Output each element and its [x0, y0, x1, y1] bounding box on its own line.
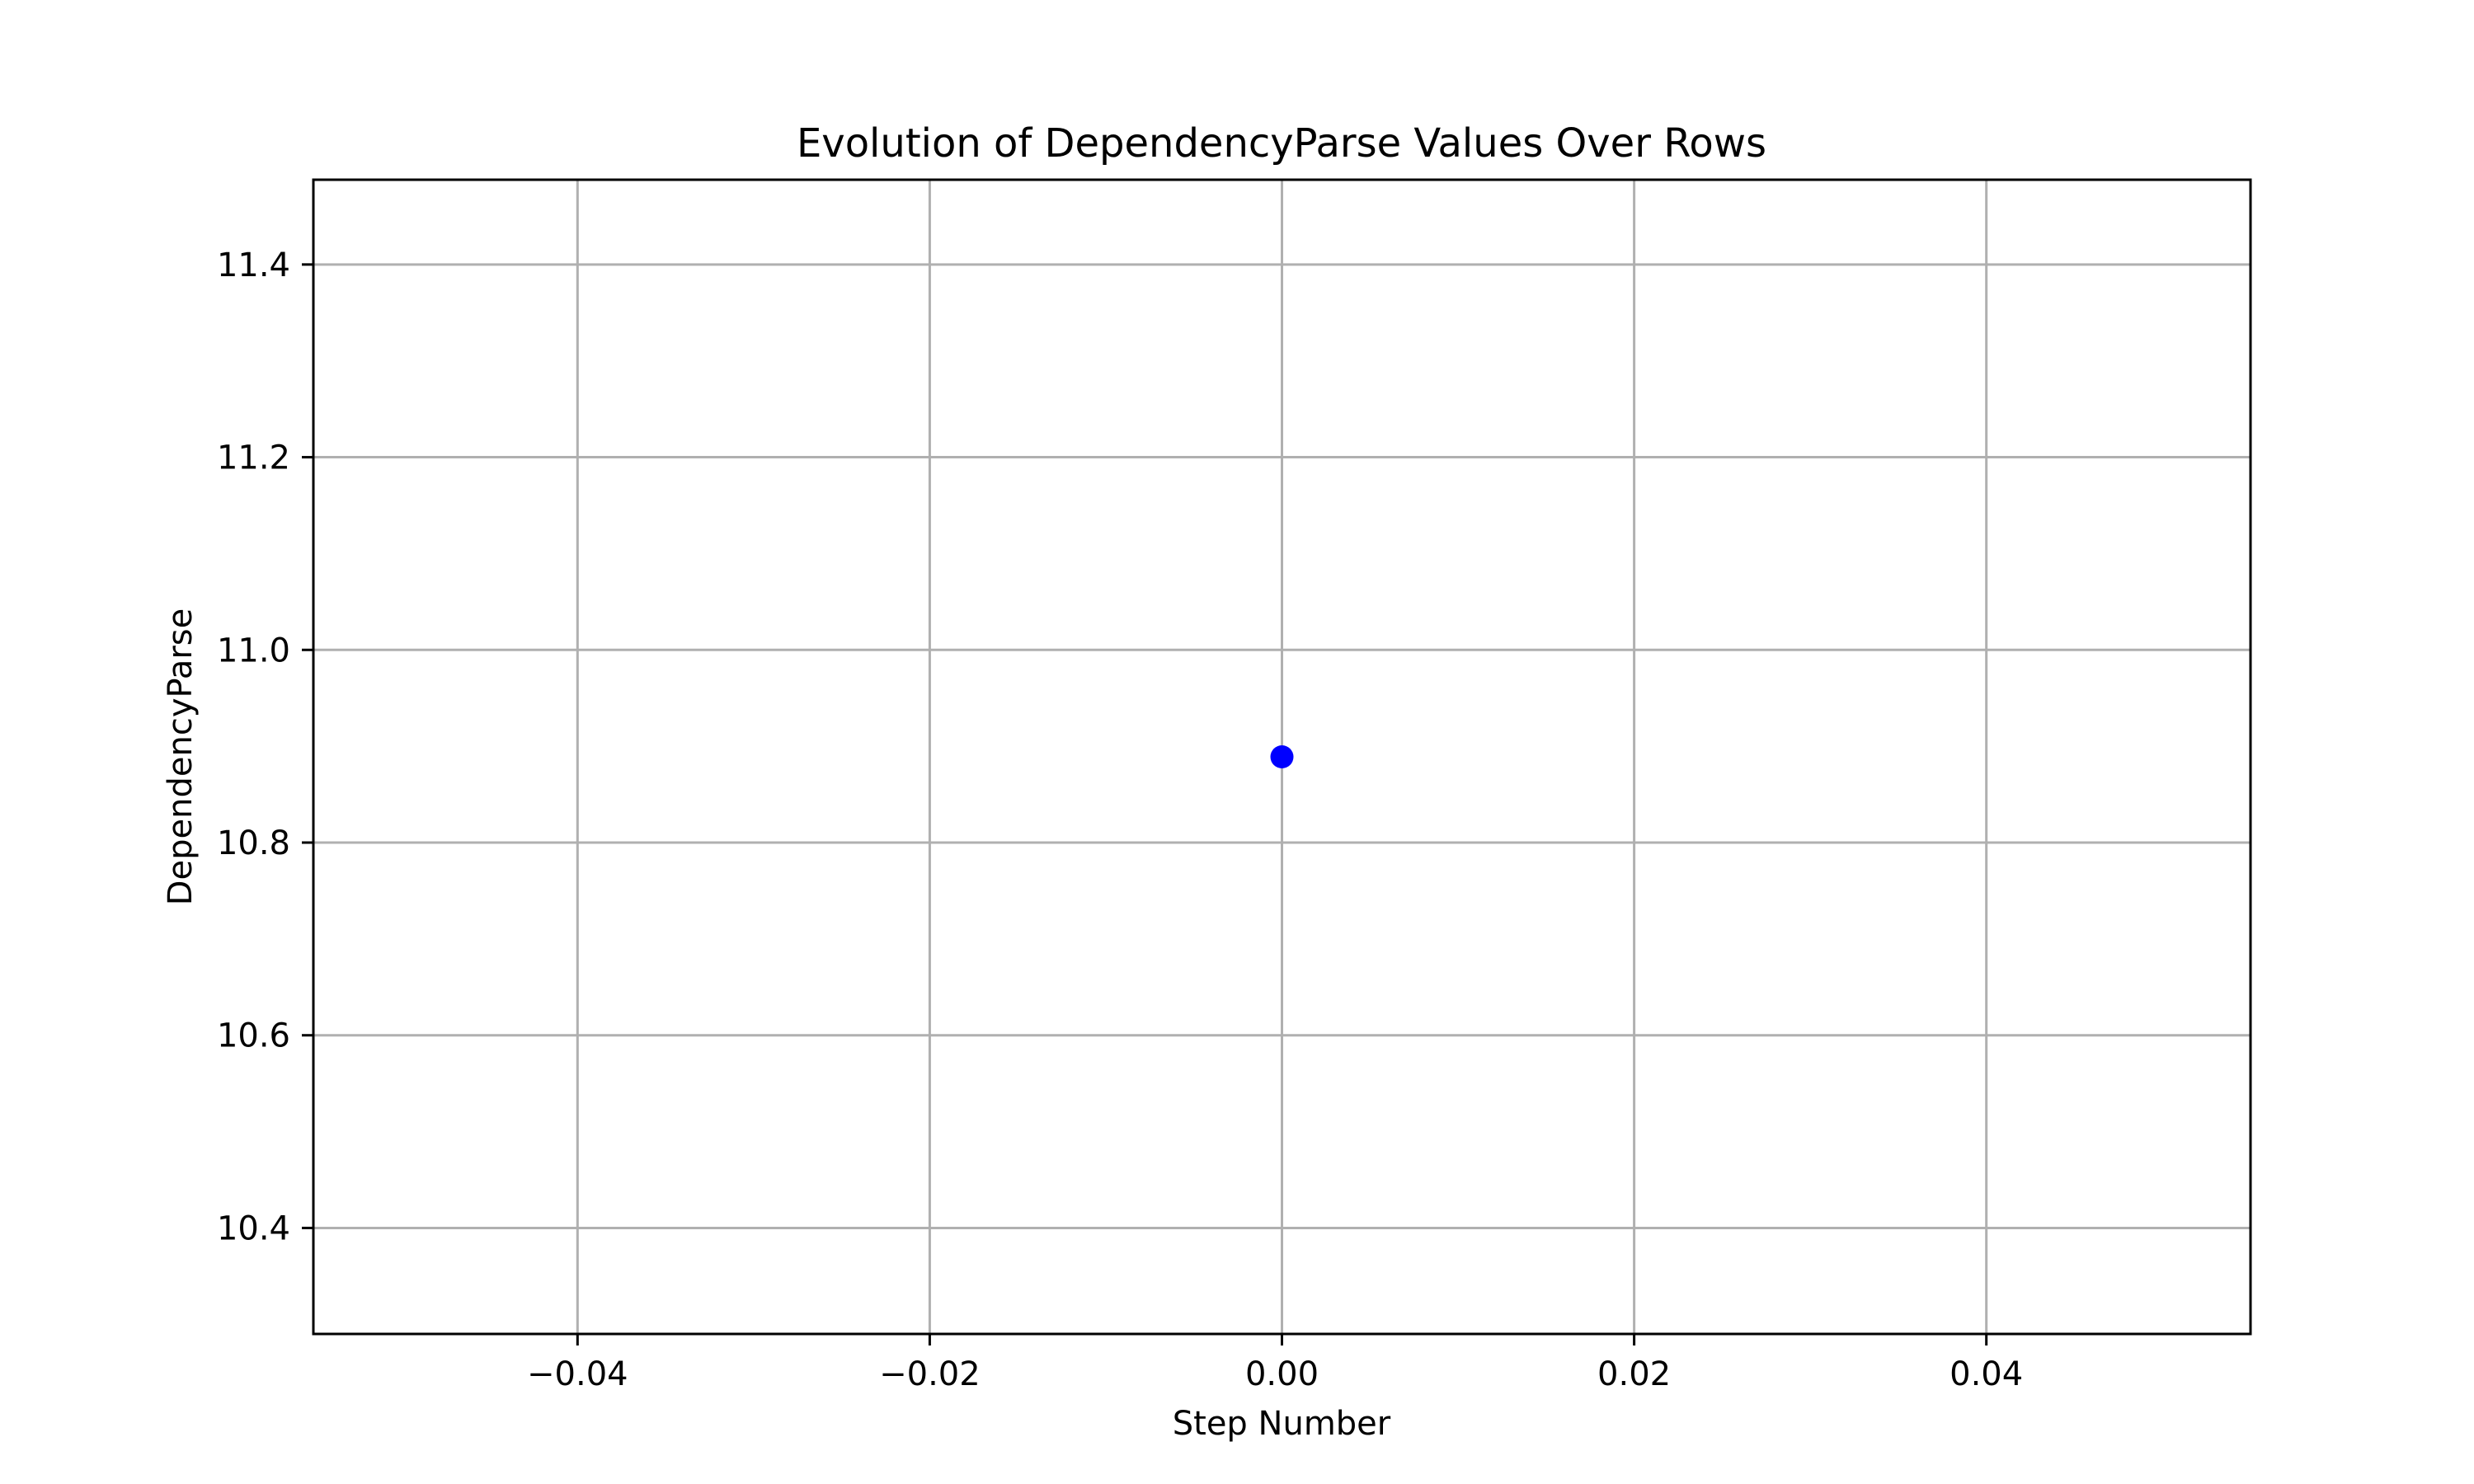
x-tick-label: 0.00: [1245, 1355, 1319, 1393]
x-tick-label: 0.04: [1950, 1355, 2023, 1393]
x-axis-label: Step Number: [1173, 1405, 1391, 1443]
x-axis: −0.04 −0.02 0.00 0.02 0.04: [527, 1334, 2023, 1393]
x-tick-label: −0.02: [879, 1355, 981, 1393]
y-tick-label: 11.4: [217, 247, 290, 284]
x-tick-label: 0.02: [1597, 1355, 1671, 1393]
y-tick-label: 11.0: [217, 632, 290, 669]
y-tick-label: 10.4: [217, 1209, 290, 1247]
y-tick-label: 10.8: [217, 824, 290, 862]
grid: [313, 180, 2251, 1334]
y-axis: 10.4 10.6 10.8 11.0 11.2 11.4: [217, 247, 313, 1247]
data-points: [1270, 745, 1294, 768]
y-tick-label: 11.2: [217, 439, 290, 477]
y-axis-label: DependencyParse: [162, 608, 200, 906]
chart-title: Evolution of DependencyParse Values Over…: [797, 120, 1766, 167]
x-tick-label: −0.04: [527, 1355, 628, 1393]
y-tick-label: 10.6: [217, 1017, 290, 1055]
data-point: [1270, 745, 1294, 768]
